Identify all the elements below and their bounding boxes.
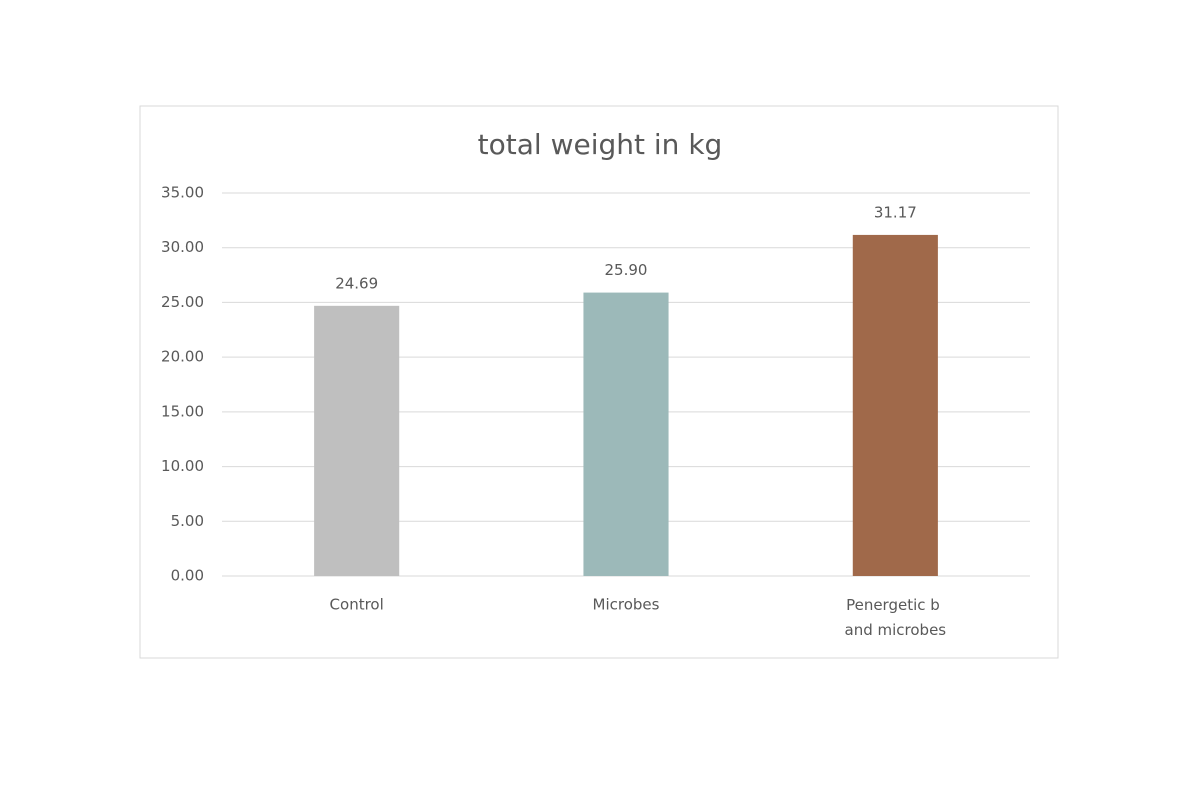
y-tick-label: 30.00 xyxy=(161,238,204,256)
chart-title: total weight in kg xyxy=(478,128,723,161)
data-label: 25.90 xyxy=(605,261,648,279)
y-tick-label: 20.00 xyxy=(161,348,204,366)
y-tick-label: 35.00 xyxy=(161,184,204,202)
bar xyxy=(583,292,669,576)
y-tick-label: 25.00 xyxy=(161,293,204,311)
data-label: 31.17 xyxy=(874,203,917,221)
x-tick-label: Penergetic b and microbes xyxy=(845,596,947,639)
y-tick-label: 10.00 xyxy=(161,457,204,475)
x-tick-label: Control xyxy=(330,596,384,614)
bar xyxy=(852,234,938,577)
y-tick-label: 15.00 xyxy=(161,402,204,420)
y-tick-label: 0.00 xyxy=(171,567,204,585)
x-tick-label: Microbes xyxy=(593,596,660,614)
y-tick-label: 5.00 xyxy=(171,512,204,530)
bar xyxy=(314,305,400,576)
data-label: 24.69 xyxy=(335,274,378,292)
